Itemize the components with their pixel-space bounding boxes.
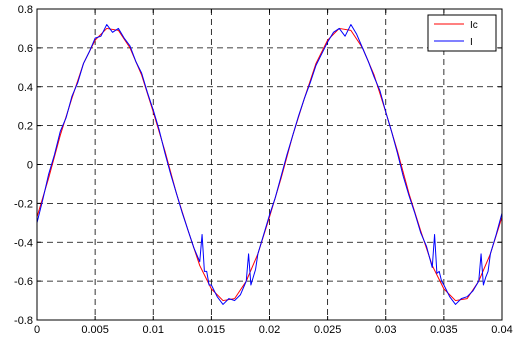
x-tick-label: 0.035: [430, 324, 458, 336]
y-tick-label: 0.6: [18, 43, 33, 55]
y-tick-label: 0: [27, 160, 33, 172]
x-tick-label: 0: [34, 324, 40, 336]
grid-layer: [37, 9, 502, 320]
series-line-i: [36, 24, 503, 305]
x-tick-label: 0.02: [259, 324, 280, 336]
legend-label-ic: Ic: [470, 20, 478, 31]
x-tick-label: 0.04: [491, 324, 512, 336]
y-tick-label: -0.2: [14, 198, 33, 210]
x-tick-label: 0.005: [81, 324, 109, 336]
legend-label-i: I: [470, 37, 473, 48]
x-tick-label: 0.03: [375, 324, 396, 336]
legend: Ic I: [427, 14, 497, 52]
series-layer: [36, 24, 503, 305]
y-tick-label: -0.4: [14, 237, 33, 249]
y-tick-label: -0.6: [14, 276, 33, 288]
x-tick-label: 0.025: [314, 324, 342, 336]
y-tick-label: 0.4: [18, 82, 33, 94]
y-tick-label: 0.8: [18, 4, 33, 16]
y-tick-label: 0.2: [18, 121, 33, 133]
tick-layer: 0 0.005 0.01 0.015 0.02 0.025 0.03 0.035 0.04 -0.…: [14, 4, 513, 336]
x-tick-label: 0.015: [198, 324, 226, 336]
y-tick-label: -0.8: [14, 315, 33, 327]
legend-box: [427, 14, 497, 52]
x-tick-label: 0.01: [143, 324, 164, 336]
